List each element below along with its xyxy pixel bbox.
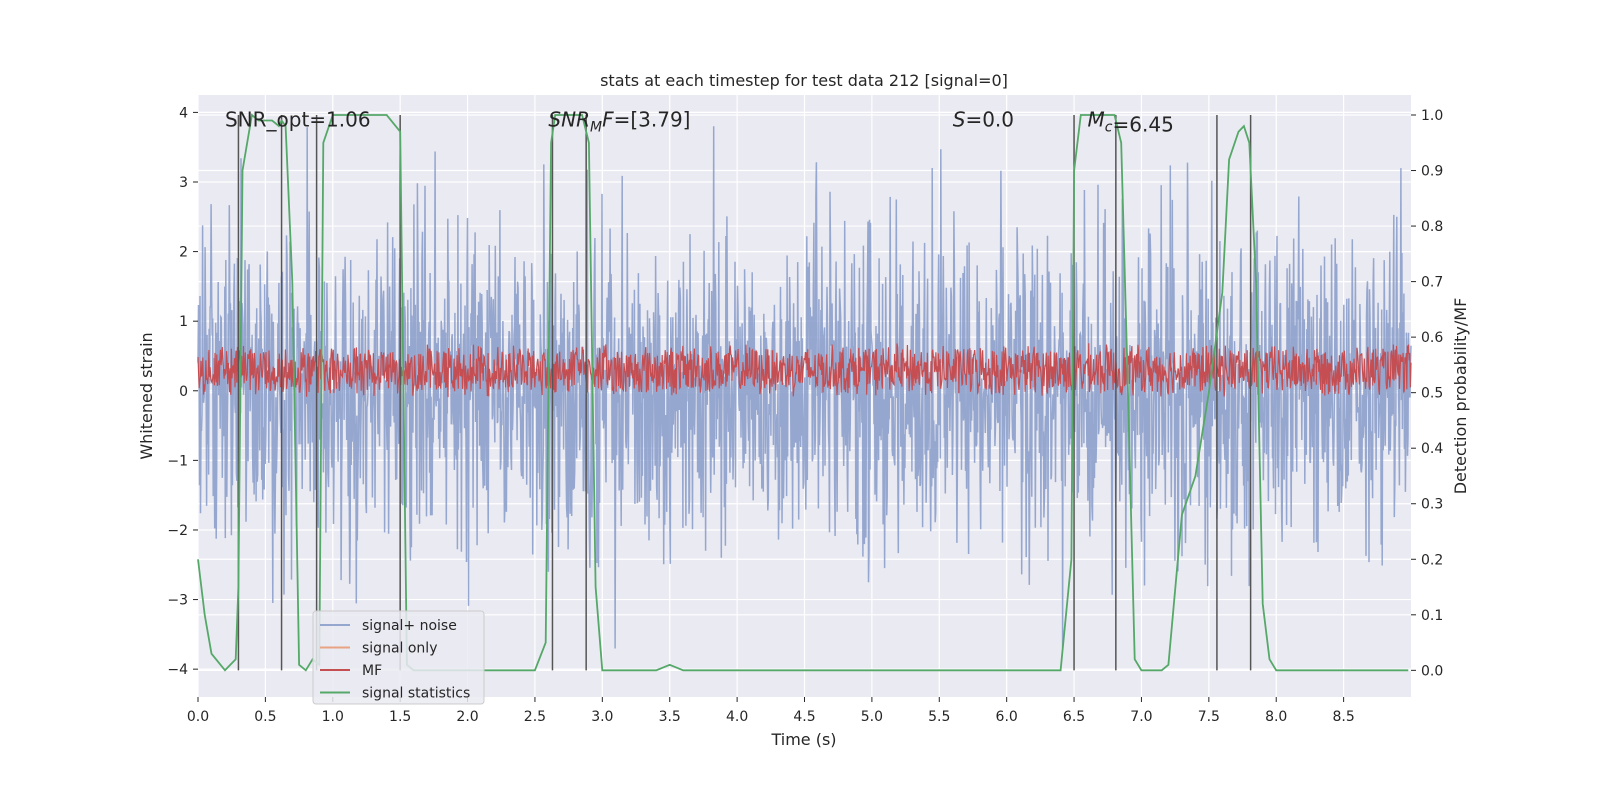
x-axis-label: Time (s) [770, 730, 836, 749]
y-left-tick-label: −4 [167, 662, 188, 678]
annotation: Mc=6.45 [1088, 107, 1174, 136]
series-signal-statistics [197, 113, 1409, 672]
y-axis-right-label: Detection probability/MF [1451, 298, 1470, 495]
y-axis-left-ticks: 4 3 2 1 0 −1 −2 −3 −4 [167, 105, 198, 678]
legend-box [312, 610, 485, 705]
y-right-tick-label: 0.3 [1421, 497, 1443, 513]
annotation-value: =0.0 [965, 107, 1014, 131]
signal-statistics-line [197, 113, 1409, 672]
y-axis-left-label: Whitened strain [137, 332, 156, 459]
x-tick-label: 6.0 [996, 709, 1018, 725]
y-axis-right-ticks: 1.0 0.9 0.8 0.7 0.6 0.5 0.4 0.3 0.2 0.1 0.0 [1411, 108, 1443, 679]
y-left-tick-label: 4 [179, 105, 188, 121]
x-tick-label: 0.5 [254, 709, 276, 725]
annotation-symbol: SNR [548, 107, 590, 131]
x-tick-label: 4.5 [793, 709, 815, 725]
y-right-tick-label: 0.6 [1421, 330, 1443, 346]
legend-label: signal only [362, 641, 437, 657]
x-tick-label: 2.0 [456, 709, 478, 725]
y-right-tick-label: 1.0 [1421, 108, 1443, 124]
x-tick-label: 8.0 [1265, 709, 1287, 725]
x-tick-label: 5.0 [861, 709, 883, 725]
x-tick-label: 1.5 [389, 709, 411, 725]
annotation: SNRMF=[3.79] [548, 107, 690, 135]
y-left-tick-label: 0 [179, 384, 188, 400]
x-tick-label: 3.0 [591, 709, 613, 725]
annotations: SNR_opt=1.06 SNRMF=[3.79] S=0.0 Mc=6.45 [225, 107, 1174, 136]
y-left-tick-label: −1 [167, 453, 188, 469]
x-tick-label: 2.5 [524, 709, 546, 725]
x-tick-label: 0.0 [187, 709, 209, 725]
annotation: S=0.0 [953, 107, 1014, 131]
legend: signal+ noise signal only MF signal statist… [312, 610, 485, 705]
annotation-subscript: M [590, 119, 602, 135]
x-tick-label: 3.5 [659, 709, 681, 725]
x-axis-ticks: 0.0 0.5 1.0 1.5 2.0 2.5 3.0 3.5 4.0 4.5 5.0 5.5 6.0 6… [187, 697, 1355, 725]
legend-label: signal statistics [362, 686, 470, 702]
y-right-tick-label: 0.1 [1421, 608, 1443, 624]
y-right-tick-label: 0.9 [1421, 164, 1443, 180]
annotation-subscript: c [1105, 119, 1113, 135]
y-right-tick-label: 0.8 [1421, 219, 1443, 235]
y-right-tick-label: 0.7 [1421, 275, 1443, 291]
y-left-tick-label: 1 [179, 314, 188, 330]
annotation-value: =6.45 [1113, 112, 1174, 136]
x-tick-label: 6.5 [1063, 709, 1085, 725]
x-tick-label: 8.5 [1332, 709, 1354, 725]
annotation-symbol-2: F [602, 107, 614, 131]
x-tick-label: 5.5 [928, 709, 950, 725]
chart-title: stats at each timestep for test data 212… [600, 71, 1008, 90]
x-tick-label: 4.0 [726, 709, 748, 725]
y-right-tick-label: 0.2 [1421, 552, 1443, 568]
marker-lines [237, 114, 1252, 671]
x-tick-label: 7.0 [1130, 709, 1152, 725]
legend-label: MF [362, 663, 382, 679]
y-left-tick-label: 2 [179, 245, 188, 261]
x-tick-label: 7.5 [1198, 709, 1220, 725]
y-right-tick-label: 0.4 [1421, 441, 1443, 457]
annotation-symbol: M [1088, 107, 1105, 131]
x-tick-label: 1.0 [322, 709, 344, 725]
y-right-tick-label: 0.0 [1421, 663, 1443, 679]
y-left-tick-label: −3 [167, 593, 188, 609]
y-right-tick-label: 0.5 [1421, 386, 1443, 402]
legend-label: signal+ noise [362, 618, 457, 634]
annotation-value: =[3.79] [614, 107, 691, 131]
annotation: SNR_opt=1.06 [225, 107, 371, 131]
annotation-symbol: S [953, 107, 966, 131]
y-left-tick-label: 3 [179, 175, 188, 191]
y-left-tick-label: −2 [167, 523, 188, 539]
